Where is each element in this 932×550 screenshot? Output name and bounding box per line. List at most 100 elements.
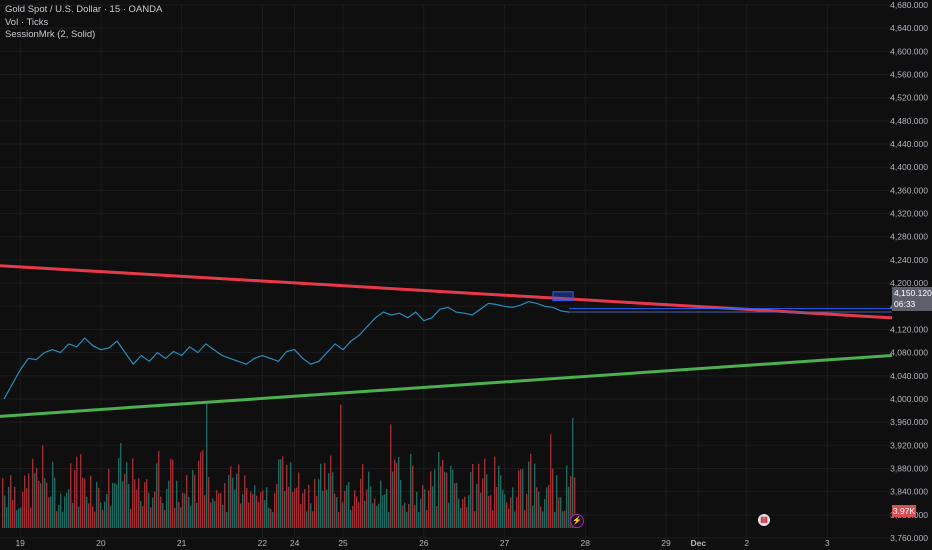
volume-bar xyxy=(64,496,66,528)
volume-bar xyxy=(520,469,522,528)
volume-bar xyxy=(298,472,300,528)
volume-bar xyxy=(20,507,22,528)
volume-bar xyxy=(88,503,90,528)
volume-bar xyxy=(368,471,370,528)
volume-bar xyxy=(386,488,388,528)
volume-bar xyxy=(130,508,132,528)
volume-bar xyxy=(366,489,368,528)
volume-bar xyxy=(364,500,366,528)
volume-bar xyxy=(506,502,508,528)
volume-bar xyxy=(52,461,54,528)
volume-bar xyxy=(124,473,126,528)
volume-bar xyxy=(44,478,46,528)
volume-bar xyxy=(112,482,114,528)
volume-bar xyxy=(516,497,518,528)
volume-bar xyxy=(546,487,548,528)
support-line xyxy=(0,354,893,418)
y-axis-tick-label: 4,640.000 xyxy=(890,23,928,33)
volume-bar xyxy=(400,480,402,528)
y-axis-tick-label: 4,440.000 xyxy=(890,139,928,149)
volume-bar xyxy=(540,506,542,528)
volume-bar xyxy=(300,503,302,528)
y-axis-tick-label: 4,240.000 xyxy=(890,255,928,265)
volume-bar xyxy=(202,450,204,528)
volume-bar xyxy=(54,477,56,528)
volume-bar xyxy=(500,475,502,528)
volume-bar xyxy=(294,488,296,528)
volume-bar xyxy=(4,495,6,528)
volume-bar xyxy=(446,472,448,528)
volume-bar xyxy=(226,511,228,528)
y-axis-tick-label: 4,080.000 xyxy=(890,348,928,358)
volume-bar xyxy=(296,487,298,528)
volume-bar xyxy=(120,443,122,528)
y-axis-tick-label: 4,480.000 xyxy=(890,116,928,126)
volume-bar xyxy=(262,490,264,528)
volume-bar xyxy=(98,487,100,528)
volume-bar xyxy=(92,506,94,528)
volume-bar xyxy=(78,506,80,528)
volume-bar xyxy=(356,496,358,528)
volume-bar xyxy=(374,498,376,528)
volume-bar xyxy=(154,491,156,528)
volume-bar xyxy=(536,487,538,528)
volume-bar xyxy=(12,500,14,528)
session-indicator-label[interactable]: SessionMrk (2, Solid) xyxy=(5,29,96,40)
volume-bar xyxy=(362,464,364,528)
volume-bar xyxy=(228,474,230,528)
y-axis-tick-label: 4,520.000 xyxy=(890,93,928,103)
volume-bar xyxy=(456,482,458,528)
volume-bar xyxy=(358,502,360,528)
volume-indicator-label[interactable]: Vol · Ticks xyxy=(5,16,49,28)
x-axis-tick-label: 21 xyxy=(177,538,187,548)
volume-bar xyxy=(448,502,450,528)
volume-bar xyxy=(548,485,550,528)
x-axis-tick-label: 24 xyxy=(290,538,300,548)
volume-bar xyxy=(406,511,408,528)
volume-bar xyxy=(334,493,336,528)
volume-bar xyxy=(190,505,192,528)
volume-bar xyxy=(196,502,198,528)
volume-bar xyxy=(388,511,390,528)
volume-bar xyxy=(58,505,60,528)
volume-bar xyxy=(6,506,8,528)
volume-bar xyxy=(46,482,48,528)
volume-bar xyxy=(470,472,472,528)
volume-bar xyxy=(376,505,378,528)
volume-bar xyxy=(72,502,74,528)
volume-bar xyxy=(132,458,134,528)
volume-bar xyxy=(86,496,88,528)
y-axis-tick-label: 3,880.000 xyxy=(890,463,928,473)
volume-bar xyxy=(550,434,552,528)
volume-bar xyxy=(182,492,184,528)
y-axis-tick-label: 4,120.000 xyxy=(890,324,928,334)
volume-bar xyxy=(224,483,226,528)
volume-bar xyxy=(244,475,246,528)
volume-bar xyxy=(204,495,206,528)
volume-bar xyxy=(360,478,362,528)
zone-box xyxy=(552,291,574,301)
chart-legend: Gold Spot / U.S. Dollar · 15 · OANDA Vol… xyxy=(5,4,162,42)
volume-bar xyxy=(526,494,528,528)
volume-bar xyxy=(42,445,44,528)
bolt-icon[interactable]: ⚡ xyxy=(570,514,584,528)
us-flag-icon[interactable]: ▤ xyxy=(758,514,770,526)
volume-bar xyxy=(212,498,214,528)
volume-bar xyxy=(134,479,136,528)
volume-bar xyxy=(76,456,78,528)
volume-bar xyxy=(412,465,414,528)
volume-bar xyxy=(136,489,138,528)
volume-bar xyxy=(414,505,416,528)
volume-bar xyxy=(200,452,202,528)
volume-bar xyxy=(210,502,212,528)
volume-bar xyxy=(50,496,52,528)
symbol-title[interactable]: Gold Spot / U.S. Dollar · 15 · OANDA xyxy=(5,4,163,15)
volume-bar xyxy=(250,491,252,528)
volume-bar xyxy=(216,490,218,528)
volume-bar xyxy=(156,463,158,528)
volume-bar xyxy=(354,490,356,528)
x-axis-tick-label: 25 xyxy=(338,538,348,548)
volume-bar xyxy=(236,473,238,528)
